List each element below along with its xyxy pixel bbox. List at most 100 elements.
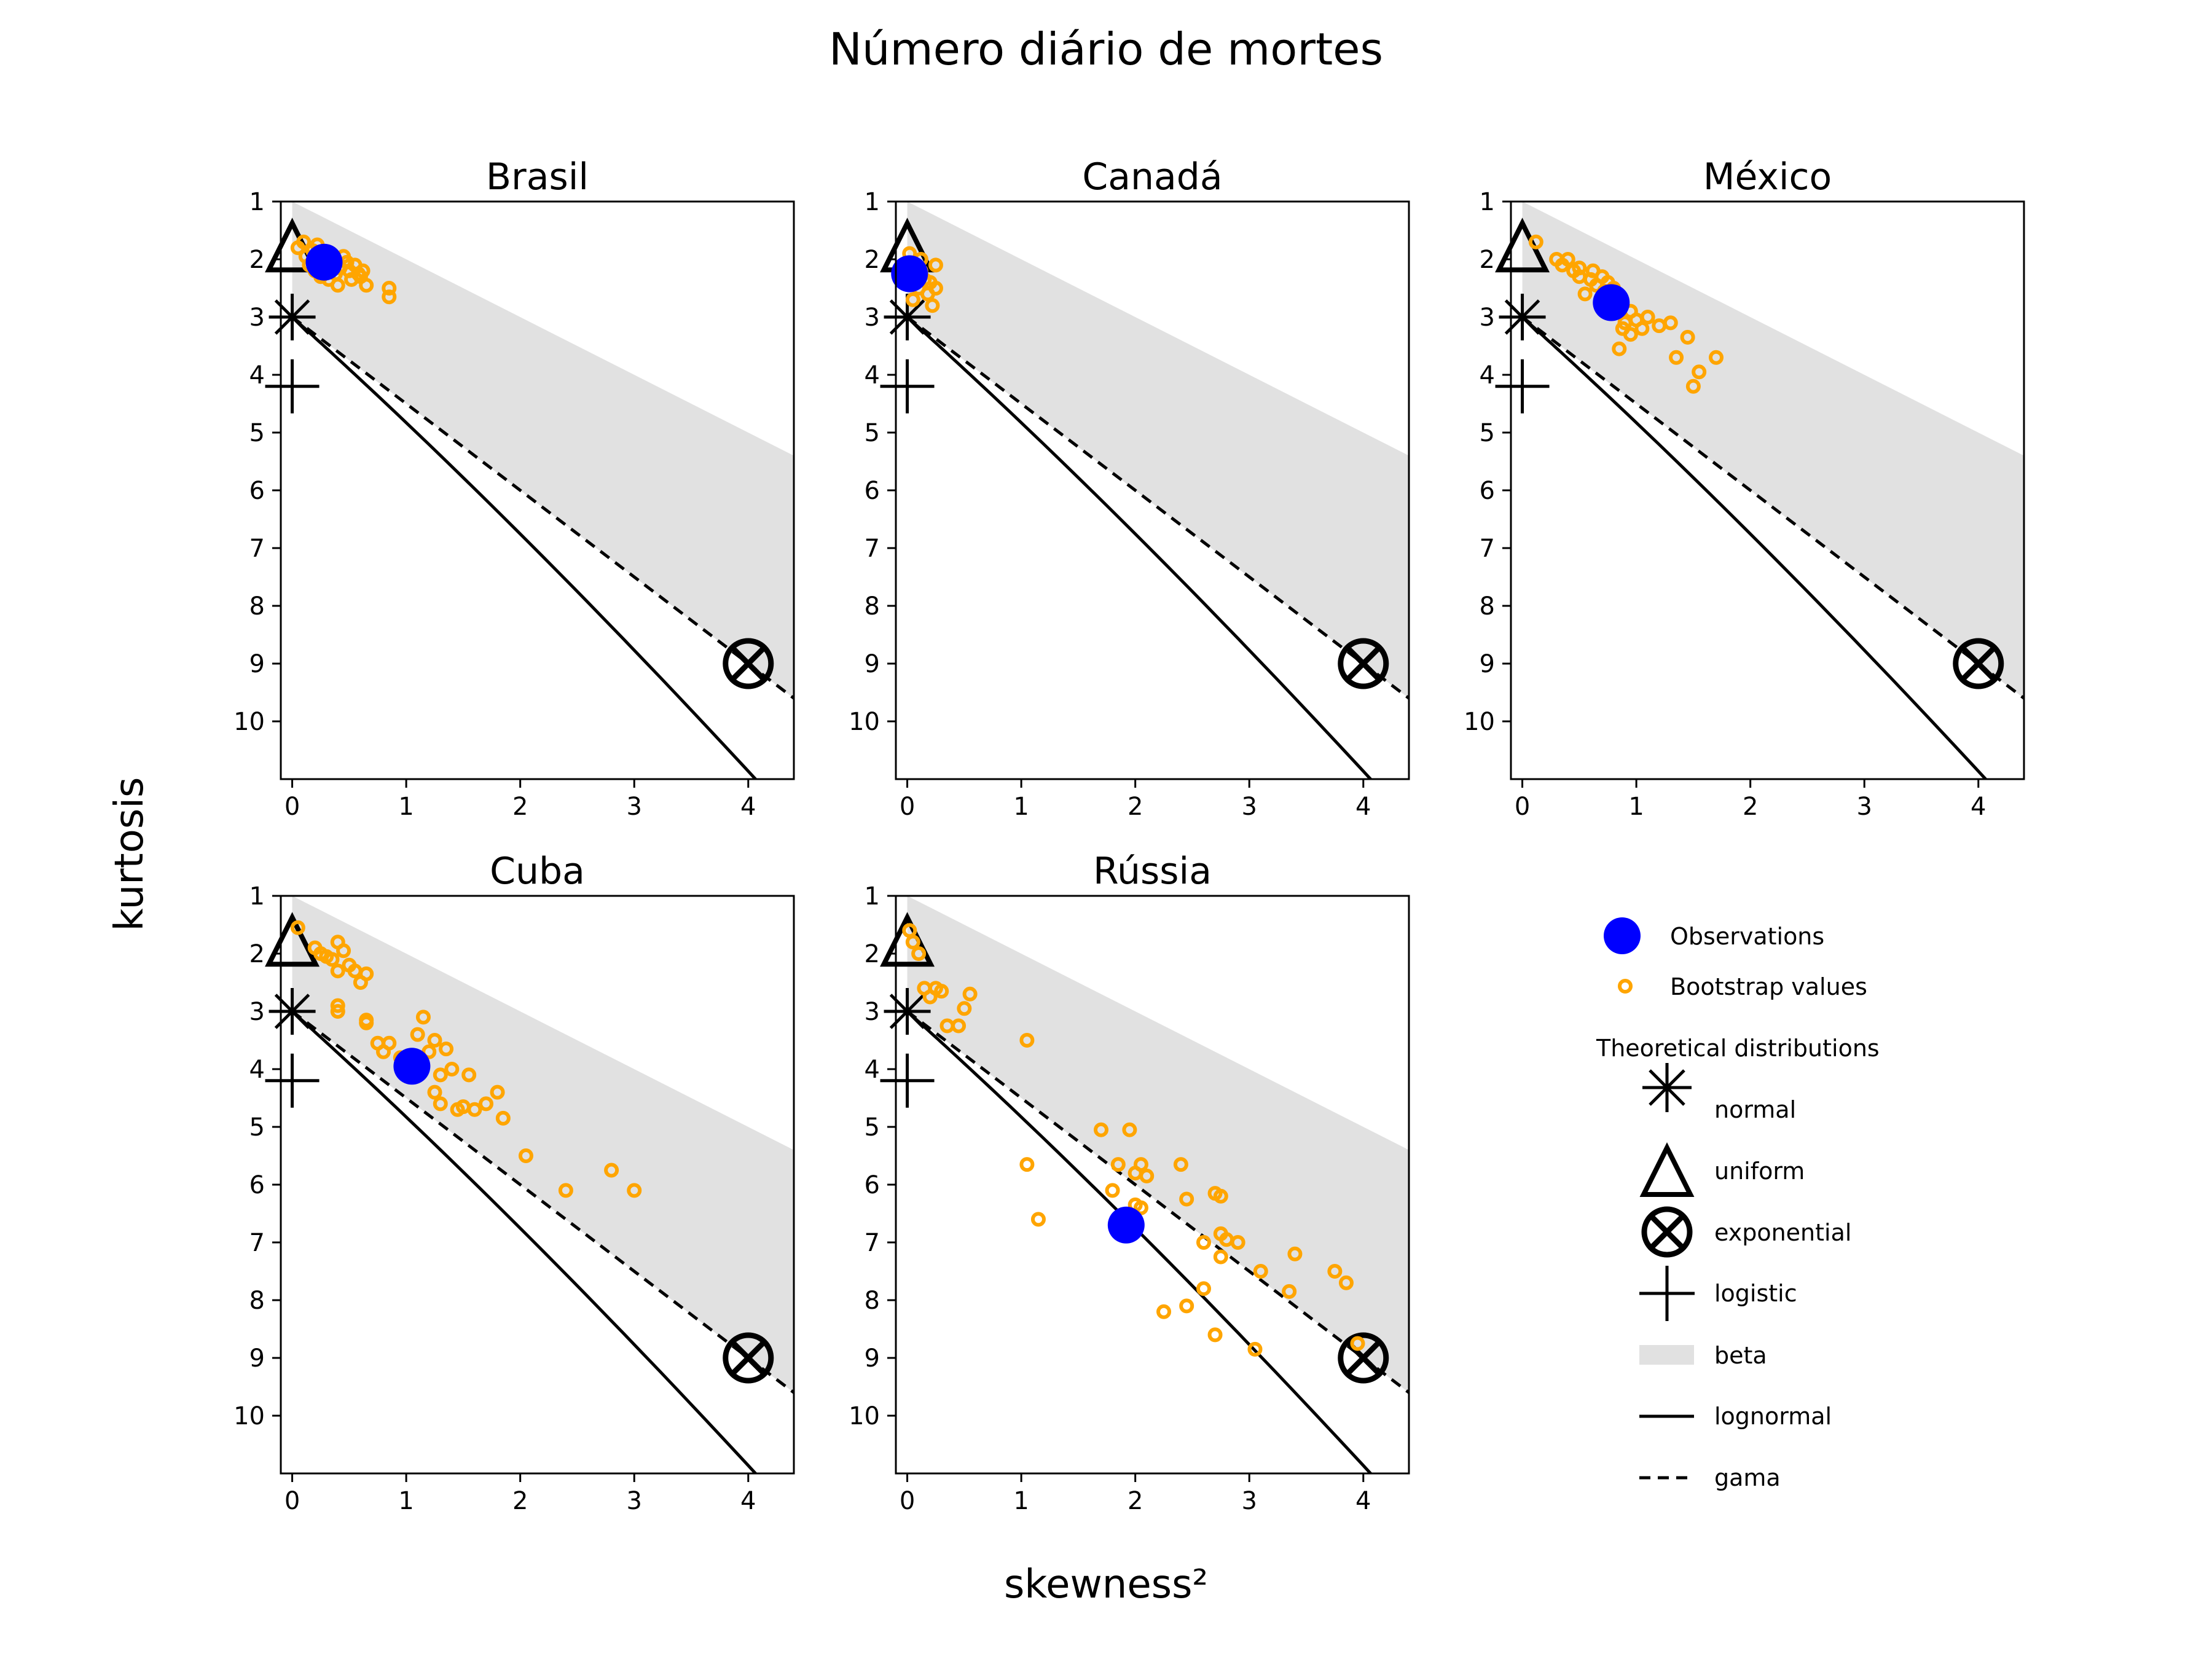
legend-theoretical-header: Theoretical distributions: [1596, 1035, 1880, 1062]
figure-title: Número diário de mortes: [829, 23, 1383, 75]
x-tick-label: 2: [1128, 793, 1143, 821]
y-tick-label: 2: [865, 940, 880, 968]
legend-exponential-label: exponential: [1714, 1219, 1851, 1246]
panel-title: Cuba: [490, 850, 585, 893]
y-tick-label: 4: [249, 1056, 265, 1084]
bootstrap-point: [479, 1096, 493, 1112]
legend-uniform-marker: [1639, 1142, 1695, 1197]
legend-logistic-marker: [1639, 1266, 1695, 1321]
panel-title: Canadá: [1082, 155, 1222, 198]
bootstrap-point: [1640, 310, 1655, 324]
y-tick-label: 5: [1480, 419, 1495, 447]
bootstrap-point: [1685, 378, 1701, 394]
x-tick-label: 0: [900, 1487, 915, 1515]
y-tick-label: 8: [1480, 592, 1495, 621]
y-tick-label: 2: [865, 246, 880, 274]
bootstrap-point: [1634, 321, 1650, 336]
legend-uniform-label: uniform: [1714, 1158, 1805, 1185]
legend-beta-swatch: [1639, 1345, 1694, 1365]
x-tick-label: 1: [398, 1487, 414, 1515]
bootstrap-point: [330, 963, 345, 979]
bootstrap-point: [444, 1062, 460, 1077]
bootstrap-point: [439, 1041, 454, 1057]
y-tick-label: 5: [249, 419, 265, 447]
legend-logistic-label: logistic: [1714, 1280, 1797, 1307]
bootstrap-point: [359, 278, 374, 293]
y-tick-label: 1: [865, 188, 880, 216]
bootstrap-point: [382, 289, 397, 305]
exponential-ring: [1338, 638, 1389, 689]
bootstrap-point: [905, 292, 920, 307]
bootstrap-point: [1327, 1264, 1343, 1279]
y-tick-label: 1: [1480, 188, 1495, 216]
bootstrap-point: [1253, 1264, 1268, 1279]
y-tick-label: 3: [249, 998, 265, 1026]
logistic-marker: [1495, 359, 1550, 414]
bootstrap-point: [1019, 1033, 1035, 1048]
y-tick-label: 8: [865, 1287, 880, 1315]
bootstrap-point: [1094, 1122, 1108, 1137]
bootstrap-point: [433, 1067, 448, 1083]
y-tick-label: 6: [249, 1171, 265, 1199]
bootstrap-point: [330, 1004, 345, 1019]
y-tick-label: 1: [865, 882, 880, 911]
bootstrap-point: [1133, 1157, 1148, 1172]
bootstrap-point: [1230, 1235, 1245, 1250]
bootstrap-point: [1179, 1298, 1194, 1314]
plot-area: [906, 896, 1409, 1473]
gamma-line: [906, 1010, 1409, 1394]
bootstrap-point: [1338, 1275, 1354, 1290]
y-tick-label: 4: [865, 1056, 880, 1084]
y-tick-label: 7: [1480, 535, 1495, 563]
gamma-line: [291, 1010, 794, 1394]
exponential-cross: [1345, 1339, 1381, 1376]
plot-area: [291, 896, 794, 1473]
y-tick-label: 6: [249, 477, 265, 505]
observation-point: [1593, 284, 1630, 321]
y-tick-label: 6: [1480, 477, 1495, 505]
legend-exponential-marker: [1641, 1206, 1693, 1258]
y-tick-label: 6: [865, 477, 880, 505]
x-tick-label: 0: [284, 1487, 300, 1515]
logistic-marker: [880, 1053, 935, 1108]
x-tick-label: 4: [740, 793, 756, 821]
y-tick-label: 5: [865, 419, 880, 447]
bootstrap-point: [1030, 1212, 1046, 1227]
y-tick-label: 3: [1480, 304, 1495, 332]
gamma-line: [906, 316, 1409, 700]
bootstrap-point: [518, 1148, 533, 1163]
gamma-line: [1521, 316, 2024, 700]
exponential-marker: [1338, 638, 1389, 689]
legend-observations-label: Observations: [1670, 923, 1824, 950]
bootstrap-point: [382, 1035, 397, 1051]
bootstrap-point: [962, 986, 978, 1002]
x-tick-label: 0: [284, 793, 300, 821]
logistic-marker: [265, 359, 320, 414]
bootstrap-point: [461, 1067, 477, 1083]
bootstrap-point: [415, 1010, 431, 1025]
bootstrap-point: [359, 1015, 374, 1030]
exponential-ring: [723, 638, 774, 689]
bootstrap-point: [490, 1084, 505, 1100]
y-tick-label: 9: [1480, 650, 1495, 678]
x-tick-label: 1: [1013, 793, 1029, 821]
x-tick-label: 3: [626, 1487, 641, 1515]
bootstrap-point: [324, 952, 340, 967]
bootstrap-point: [1139, 1168, 1155, 1183]
y-tick-label: 9: [249, 650, 265, 678]
bootstrap-point: [355, 263, 371, 278]
logistic-marker: [880, 359, 935, 414]
bootstrap-point: [290, 920, 305, 935]
y-tick-label: 9: [865, 650, 880, 678]
beta-region: [907, 202, 1409, 699]
bootstrap-point: [1560, 252, 1575, 267]
exponential-ring: [1338, 1332, 1389, 1384]
bootstrap-point: [330, 278, 345, 293]
legend-lognormal-label: lognormal: [1714, 1403, 1832, 1430]
y-tick-label: 5: [249, 1113, 265, 1142]
bootstrap-point: [925, 298, 940, 313]
y-tick-label: 2: [249, 246, 265, 274]
legend-gama-label: gama: [1714, 1464, 1781, 1491]
y-tick-label: 3: [249, 304, 265, 332]
